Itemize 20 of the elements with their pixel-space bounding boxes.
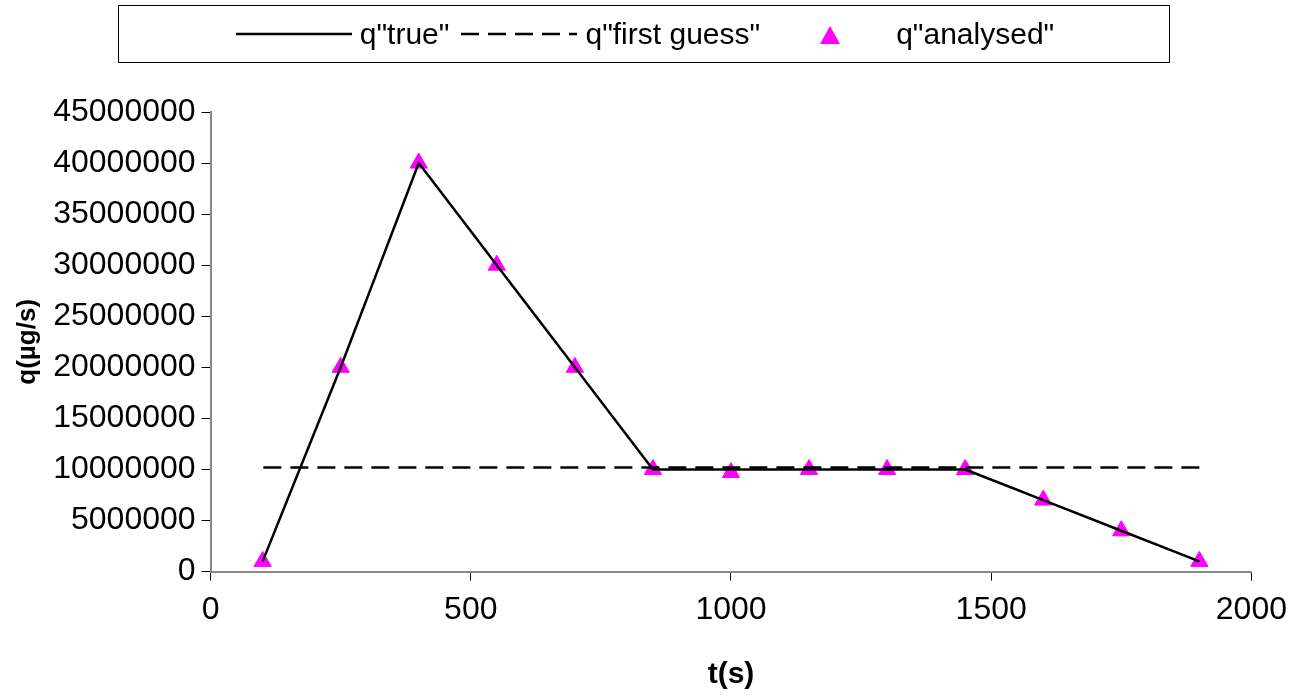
legend-label: q"first guess"	[585, 17, 761, 51]
y-tick-label: 35000000	[53, 193, 196, 230]
y-tick-label: 40000000	[53, 142, 196, 179]
y-tick-label: 25000000	[53, 296, 196, 333]
x-tick-label: 1500	[955, 589, 1027, 626]
y-axis-title: q(µg/s)	[10, 298, 41, 385]
x-tick-label: 0	[201, 589, 220, 626]
y-tick-label: 0	[177, 551, 196, 588]
y-tick-label: 45000000	[53, 91, 196, 128]
x-axis-title: t(s)	[707, 656, 755, 690]
x-tick-label: 2000	[1215, 589, 1287, 626]
y-tick-label: 15000000	[53, 398, 196, 435]
x-tick-label: 1000	[695, 589, 767, 626]
y-tick-label: 20000000	[53, 347, 196, 384]
legend-label: q"true"	[359, 17, 450, 51]
y-tick-label: 5000000	[71, 500, 196, 537]
legend-label: q"analysed"	[896, 17, 1055, 51]
y-tick-label: 30000000	[53, 245, 196, 282]
y-tick-label: 10000000	[53, 449, 196, 486]
x-tick-label: 500	[444, 589, 498, 626]
